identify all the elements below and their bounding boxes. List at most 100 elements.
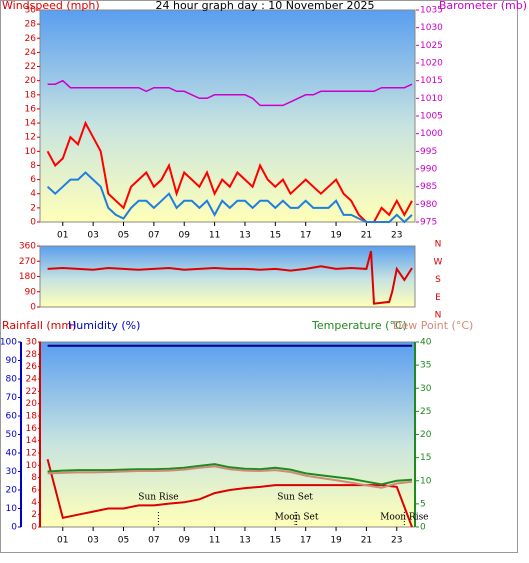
series-line — [46, 120, 413, 223]
y-tick-label: 1000 — [420, 129, 443, 139]
chart-title: 24 hour graph day : 10 November 2025 — [155, 0, 374, 12]
y-tick-label: 1010 — [420, 94, 443, 104]
x-tick-label: 19 — [330, 536, 342, 546]
y-tick-label: 1020 — [420, 59, 443, 69]
y-tick-label: 24 — [26, 375, 38, 385]
x-tick-label: 13 — [239, 536, 250, 546]
y-tick-label: 26 — [26, 362, 38, 372]
y-tick-label: 4 — [30, 189, 36, 199]
legend-label: Humidity (%) — [68, 319, 140, 332]
y-tick-label: 100 — [0, 338, 17, 348]
x-tick-label: 11 — [209, 231, 220, 241]
annotation: Moon Rise — [380, 513, 428, 523]
y-tick-label: 14 — [26, 436, 38, 446]
x-tick-label: 13 — [239, 231, 250, 241]
y-tick-label: 28 — [26, 350, 38, 360]
y-tick-label: 4 — [31, 498, 37, 508]
x-tick-label: 11 — [209, 536, 220, 546]
x-tick-label: 17 — [300, 536, 311, 546]
y-tick-label: 1025 — [420, 41, 443, 51]
annotation: Sun Set — [277, 493, 313, 503]
y-tick-label: 10 — [420, 476, 432, 486]
x-tick-label: 09 — [179, 536, 191, 546]
y-tick-label: 20 — [6, 486, 18, 496]
y-tick-label: 18 — [26, 412, 38, 422]
legend-label: Rainfall (mm) — [2, 319, 76, 332]
y-tick-label: 975 — [420, 218, 437, 228]
y-tick-label: 270 — [19, 257, 36, 267]
y-tick-label: 25 — [420, 407, 431, 417]
x-tick-label: 23 — [391, 536, 402, 546]
y-tick-label: 980 — [420, 200, 437, 210]
y-tick-label: 0 — [11, 523, 17, 533]
y-axis-label: Windspeed (mph) — [2, 0, 100, 12]
y-tick-label: 20 — [25, 76, 37, 86]
y-tick-label: 0 — [31, 523, 37, 533]
series-line — [47, 250, 413, 305]
legend-label: Dew Point (°C) — [393, 319, 473, 332]
y2-axis-label: Barometer (mb) — [439, 0, 527, 12]
plot-area — [39, 245, 416, 308]
x-tick-label: 15 — [270, 231, 281, 241]
y-tick-label: 35 — [420, 361, 431, 371]
y-tick-label: 30 — [26, 338, 38, 348]
x-tick-label: 23 — [391, 231, 402, 241]
y-tick-label: 30 — [25, 6, 37, 16]
y-tick-label: 0 — [420, 523, 426, 533]
x-tick-label: 03 — [87, 536, 98, 546]
y2-tick-label: S — [435, 275, 441, 285]
y-tick-label: 50 — [6, 430, 18, 440]
y-tick-label: 1035 — [420, 6, 443, 16]
x-tick-label: 01 — [57, 231, 68, 241]
x-tick-label: 15 — [270, 536, 281, 546]
y-tick-label: 0 — [30, 303, 36, 313]
y-tick-label: 20 — [26, 399, 38, 409]
y-tick-label: 995 — [420, 147, 437, 157]
x-tick-label: 01 — [57, 536, 68, 546]
y-tick-label: 22 — [26, 387, 37, 397]
y-tick-label: 15 — [420, 453, 431, 463]
y-tick-label: 16 — [25, 104, 37, 114]
y-tick-label: 6 — [30, 175, 36, 185]
y-tick-label: 30 — [420, 384, 432, 394]
y-tick-label: 10 — [25, 147, 37, 157]
y-tick-label: 14 — [25, 119, 37, 129]
y-tick-label: 28 — [25, 20, 37, 30]
x-tick-label: 17 — [300, 231, 311, 241]
y2-tick-label: N — [435, 240, 442, 250]
x-tick-label: 21 — [361, 231, 372, 241]
y-tick-label: 1015 — [420, 76, 443, 86]
plot-area — [39, 9, 416, 223]
y-tick-label: 20 — [420, 430, 432, 440]
y-tick-label: 26 — [25, 34, 37, 44]
y-tick-label: 90 — [25, 287, 37, 297]
y-tick-label: 40 — [6, 449, 18, 459]
x-tick-label: 05 — [118, 536, 129, 546]
x-tick-label: 21 — [361, 536, 372, 546]
series-line — [46, 458, 413, 528]
y2-tick-label: W — [434, 257, 443, 267]
y-tick-label: 30 — [6, 467, 18, 477]
x-tick-label: 03 — [87, 231, 98, 241]
series-line — [47, 79, 413, 107]
y-tick-label: 12 — [25, 133, 36, 143]
series-line — [47, 463, 413, 486]
y-tick-label: 12 — [26, 449, 37, 459]
y-tick-label: 180 — [19, 272, 36, 282]
y2-tick-label: E — [435, 293, 441, 303]
y-tick-label: 10 — [6, 504, 18, 514]
y-tick-label: 90 — [6, 356, 18, 366]
y-tick-label: 0 — [30, 218, 36, 228]
plot-area — [39, 341, 416, 528]
y-tick-label: 16 — [26, 424, 38, 434]
y-tick-label: 70 — [6, 393, 18, 403]
series-line — [47, 465, 413, 489]
y-tick-label: 1005 — [420, 112, 443, 122]
x-tick-label: 07 — [148, 231, 159, 241]
x-tick-label: 09 — [179, 231, 191, 241]
x-tick-label: 19 — [330, 231, 342, 241]
y-tick-label: 990 — [420, 165, 437, 175]
y-tick-label: 8 — [31, 473, 37, 483]
y-tick-label: 24 — [25, 48, 37, 58]
